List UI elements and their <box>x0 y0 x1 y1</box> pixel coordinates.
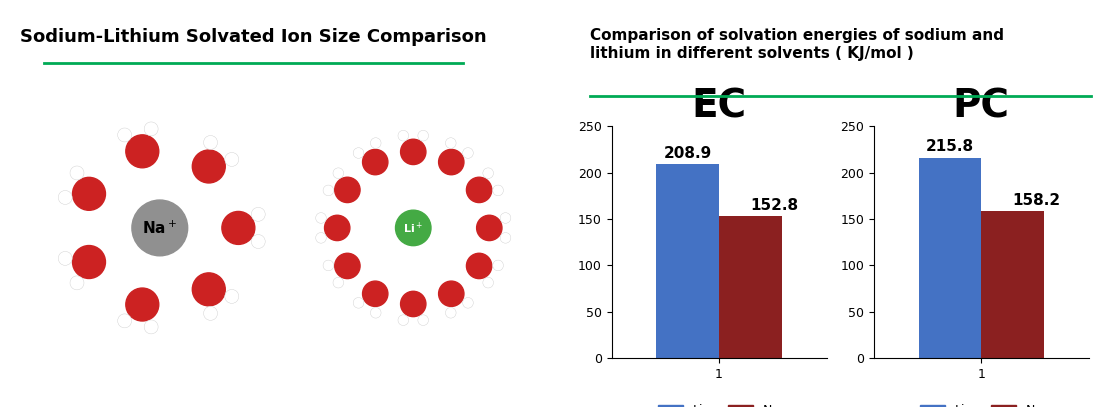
Circle shape <box>126 288 159 321</box>
Circle shape <box>73 177 106 210</box>
Circle shape <box>401 291 425 317</box>
Circle shape <box>324 215 350 241</box>
Title: EC: EC <box>691 88 747 126</box>
Circle shape <box>222 212 255 244</box>
Circle shape <box>363 281 388 306</box>
Text: 215.8: 215.8 <box>926 139 974 154</box>
Circle shape <box>126 135 159 168</box>
Legend: Li, Na: Li, Na <box>652 398 786 407</box>
Circle shape <box>466 177 491 203</box>
Circle shape <box>204 306 217 320</box>
Circle shape <box>445 307 456 318</box>
Circle shape <box>335 177 360 203</box>
Circle shape <box>335 253 360 279</box>
Circle shape <box>251 234 266 249</box>
Circle shape <box>493 260 504 271</box>
Text: Comparison of solvation energies of sodium and
lithium in different solvents ( K: Comparison of solvation energies of sodi… <box>590 28 1004 61</box>
Circle shape <box>71 276 84 290</box>
Circle shape <box>483 168 494 179</box>
Circle shape <box>370 307 381 318</box>
Text: Na$^+$: Na$^+$ <box>142 219 177 236</box>
Title: PC: PC <box>953 88 1009 126</box>
Circle shape <box>493 185 504 196</box>
Bar <box>719 217 781 358</box>
Circle shape <box>71 166 84 180</box>
Circle shape <box>118 314 131 328</box>
Text: Sodium-Lithium Solvated Ion Size Comparison: Sodium-Lithium Solvated Ion Size Compari… <box>20 28 487 46</box>
Text: 152.8: 152.8 <box>750 198 799 212</box>
Circle shape <box>333 168 344 179</box>
Circle shape <box>466 253 491 279</box>
Circle shape <box>323 185 334 196</box>
Circle shape <box>439 281 464 306</box>
Circle shape <box>144 320 158 334</box>
Circle shape <box>418 130 429 141</box>
Bar <box>657 164 719 358</box>
Circle shape <box>315 232 326 243</box>
Bar <box>981 211 1044 358</box>
Circle shape <box>58 190 72 204</box>
Circle shape <box>354 298 364 308</box>
Circle shape <box>396 210 431 246</box>
Text: Li$^+$: Li$^+$ <box>403 220 423 236</box>
Circle shape <box>398 315 409 326</box>
Circle shape <box>476 215 503 241</box>
Circle shape <box>363 149 388 175</box>
Circle shape <box>132 200 187 256</box>
Circle shape <box>445 138 456 149</box>
Bar <box>919 158 981 358</box>
Circle shape <box>418 315 429 326</box>
Circle shape <box>193 150 225 183</box>
Legend: Li, Na: Li, Na <box>915 398 1048 407</box>
Circle shape <box>333 277 344 288</box>
Circle shape <box>500 213 511 223</box>
Circle shape <box>370 138 381 149</box>
Circle shape <box>225 153 239 166</box>
Circle shape <box>251 207 266 221</box>
Circle shape <box>354 148 364 158</box>
Circle shape <box>73 245 106 278</box>
Circle shape <box>500 232 511 243</box>
Circle shape <box>193 273 225 306</box>
Circle shape <box>439 149 464 175</box>
Circle shape <box>315 213 326 223</box>
Circle shape <box>144 122 158 136</box>
Circle shape <box>398 130 409 141</box>
Circle shape <box>58 252 72 265</box>
Circle shape <box>483 277 494 288</box>
Circle shape <box>118 128 131 142</box>
Circle shape <box>323 260 334 271</box>
Circle shape <box>225 289 239 303</box>
Circle shape <box>401 139 425 164</box>
Circle shape <box>463 148 473 158</box>
Text: 158.2: 158.2 <box>1013 193 1061 208</box>
Text: 208.9: 208.9 <box>663 146 712 161</box>
Circle shape <box>204 136 217 149</box>
Circle shape <box>463 298 473 308</box>
